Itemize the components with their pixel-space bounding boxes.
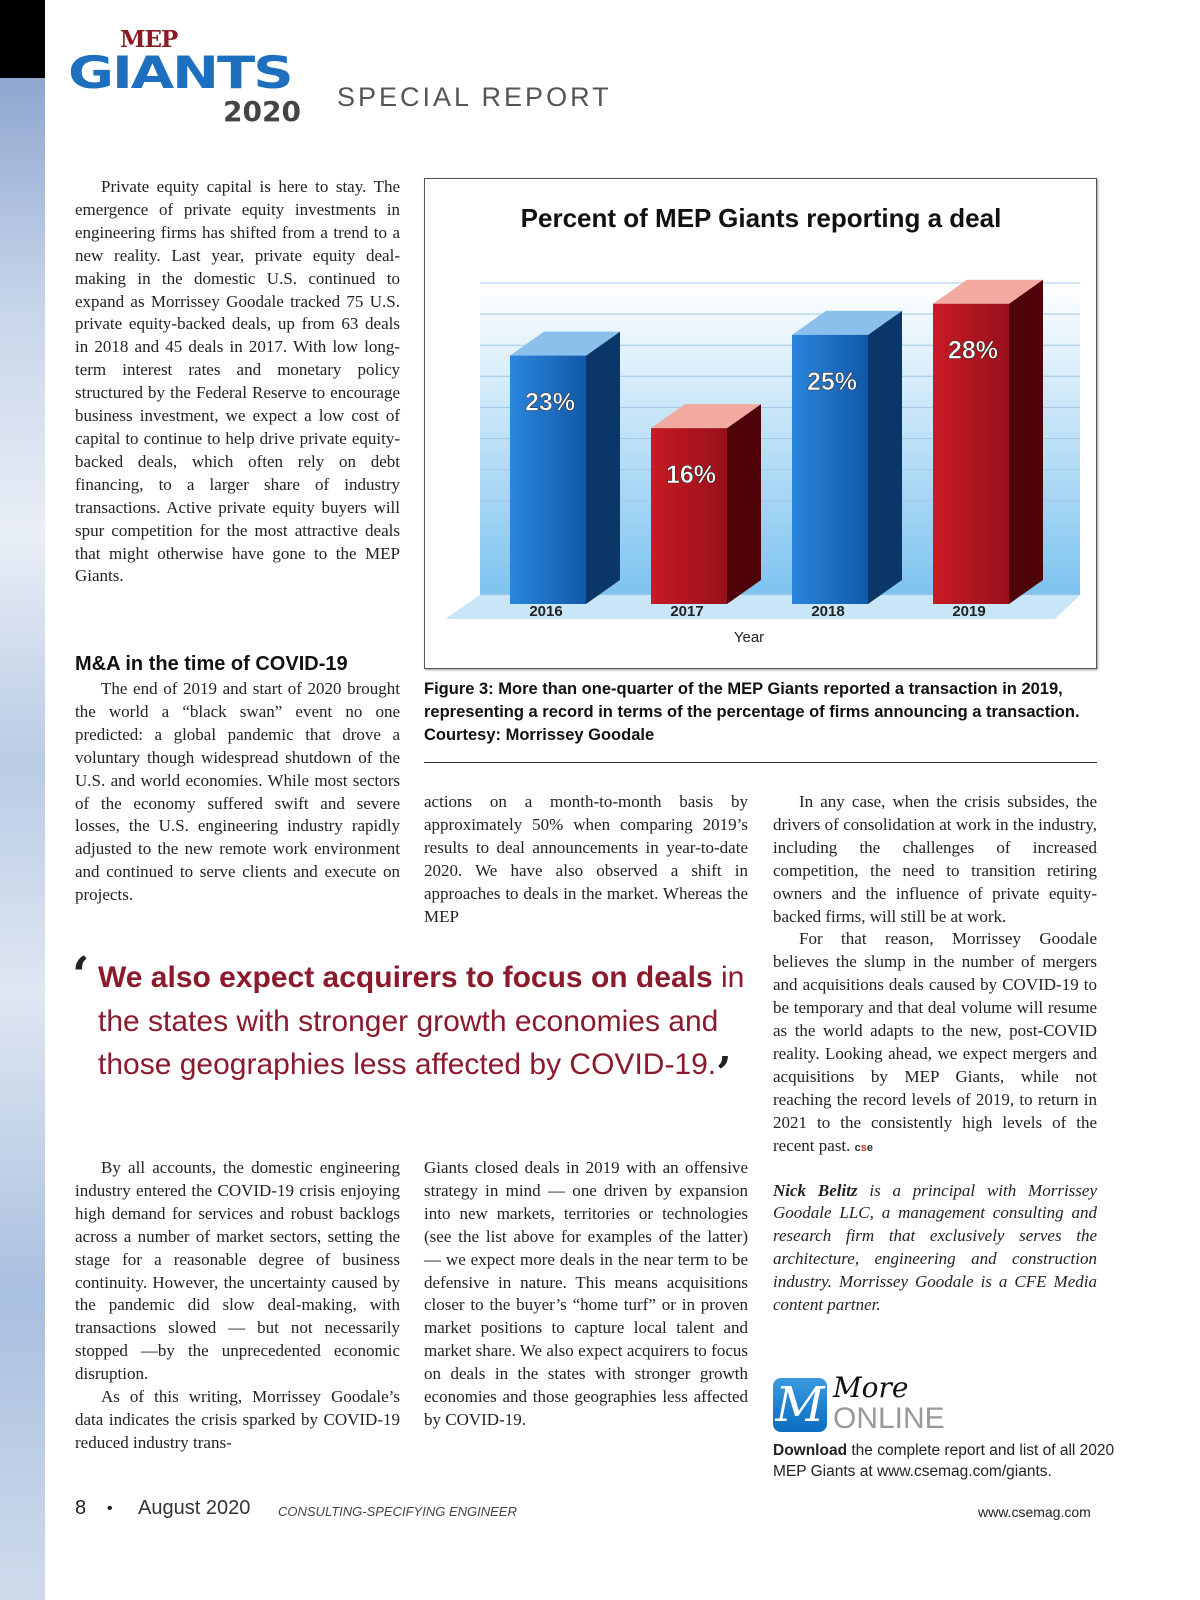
author-bio: is a principal with Morrissey Goodale LL… — [773, 1180, 1097, 1315]
pull-quote-bold: We also expect acquirers to focus on dea… — [98, 961, 713, 994]
bar-front — [792, 334, 868, 604]
logo-mep: MEP — [120, 26, 178, 53]
more-online-online: ONLINE — [833, 1402, 945, 1435]
mep-giants-logo: MEP GIANTS 2020 — [68, 28, 328, 128]
bar-value-label: 28% — [948, 337, 998, 365]
subheading: M&A in the time of COVID-19 — [75, 653, 348, 675]
column-left-top: Private equity capital is here to stay. … — [75, 176, 400, 588]
more-online-more: More — [833, 1371, 909, 1404]
paragraph: By all accounts, the domestic engineerin… — [75, 1158, 400, 1384]
x-tick-label: 2016 — [529, 603, 562, 620]
column-left-bottom: By all accounts, the domestic engineerin… — [75, 1157, 400, 1455]
bar-top — [792, 310, 902, 335]
column-left-mid: The end of 2019 and start of 2020 brough… — [75, 678, 400, 907]
cse-end-mark: cse — [854, 1141, 874, 1154]
pull-quote: We also expect acquirers to focus on dea… — [98, 956, 748, 1096]
more-online-logo[interactable]: M More ONLINE — [773, 1374, 973, 1436]
figure-caption: Figure 3: More than one-quarter of the M… — [424, 680, 1080, 744]
cover-image-edge — [0, 0, 45, 78]
pull-quote-text: in the states with stronger growth econo… — [98, 961, 745, 1081]
column-right: In any case, when the crisis subsides, t… — [773, 791, 1097, 1317]
download-text[interactable]: the complete report and list of all 2020… — [773, 1442, 1115, 1480]
footer-url[interactable]: www.csemag.com — [978, 1504, 1091, 1520]
bar-side — [1009, 279, 1043, 604]
paragraph: Private equity capital is here to stay. … — [75, 177, 400, 586]
paragraph: In any case, when the crisis subsides, t… — [773, 792, 1097, 926]
bar-top — [933, 279, 1043, 304]
sky-image-edge — [0, 78, 45, 1600]
logo-giants: GIANTS — [68, 47, 294, 99]
magazine-name: CONSULTING-SPECIFYING ENGINEER — [278, 1504, 517, 1519]
paragraph: actions on a month-to-month basis by app… — [424, 792, 748, 926]
open-quote-icon: ‘ — [72, 945, 90, 1004]
bar-front — [510, 355, 586, 604]
bar-value-label: 25% — [807, 368, 857, 396]
footer-bullet: • — [107, 1500, 113, 1517]
paragraph: Giants closed deals in 2019 with an offe… — [424, 1158, 748, 1429]
paragraph: The end of 2019 and start of 2020 brough… — [75, 679, 400, 905]
x-tick-label: 2018 — [811, 603, 844, 620]
column-middle-bottom: Giants closed deals in 2019 with an offe… — [424, 1157, 748, 1432]
bar-top — [651, 404, 761, 429]
logo-year: 2020 — [223, 95, 301, 128]
bar-front — [651, 428, 727, 604]
page-number: 8 — [75, 1497, 87, 1519]
x-tick-label: 2019 — [952, 603, 985, 620]
bar-chart: Percent of MEP Giants reporting a deal 2… — [445, 203, 1080, 646]
paragraph: For that reason, Morrissey Goodale belie… — [773, 929, 1097, 1155]
x-axis-label: Year — [734, 629, 764, 646]
bar-side — [727, 404, 761, 604]
paragraph: As of this writing, Morrissey Goodale’s … — [75, 1387, 400, 1452]
bar-2016: 23% — [510, 331, 620, 604]
bar-2018: 25% — [792, 310, 902, 604]
more-online-icon: M — [773, 1378, 827, 1432]
chart-figure: Percent of MEP Giants reporting a deal 2… — [424, 178, 1097, 669]
bar-side — [586, 331, 620, 604]
bar-front — [933, 303, 1009, 604]
chart-title: Percent of MEP Giants reporting a deal — [521, 203, 1002, 233]
x-tick-label: 2017 — [670, 603, 703, 620]
issue-date: August 2020 — [138, 1497, 251, 1519]
bar-side — [868, 310, 902, 604]
chart-floor — [445, 595, 1080, 619]
bar-value-label: 16% — [666, 461, 716, 489]
divider — [424, 762, 1097, 763]
bar-2019: 28% — [933, 279, 1043, 604]
download-label: Download — [773, 1442, 848, 1459]
bar-value-label: 23% — [525, 389, 575, 417]
author-name: Nick Belitz — [773, 1180, 858, 1200]
section-title: SPECIAL REPORT — [337, 82, 612, 112]
more-online-text: Download the complete report and list of… — [773, 1440, 1133, 1482]
bar-top — [510, 331, 620, 356]
close-quote-icon: ’ — [716, 1048, 732, 1099]
column-middle-top: actions on a month-to-month basis by app… — [424, 791, 748, 928]
bar-2017: 16% — [651, 404, 761, 604]
